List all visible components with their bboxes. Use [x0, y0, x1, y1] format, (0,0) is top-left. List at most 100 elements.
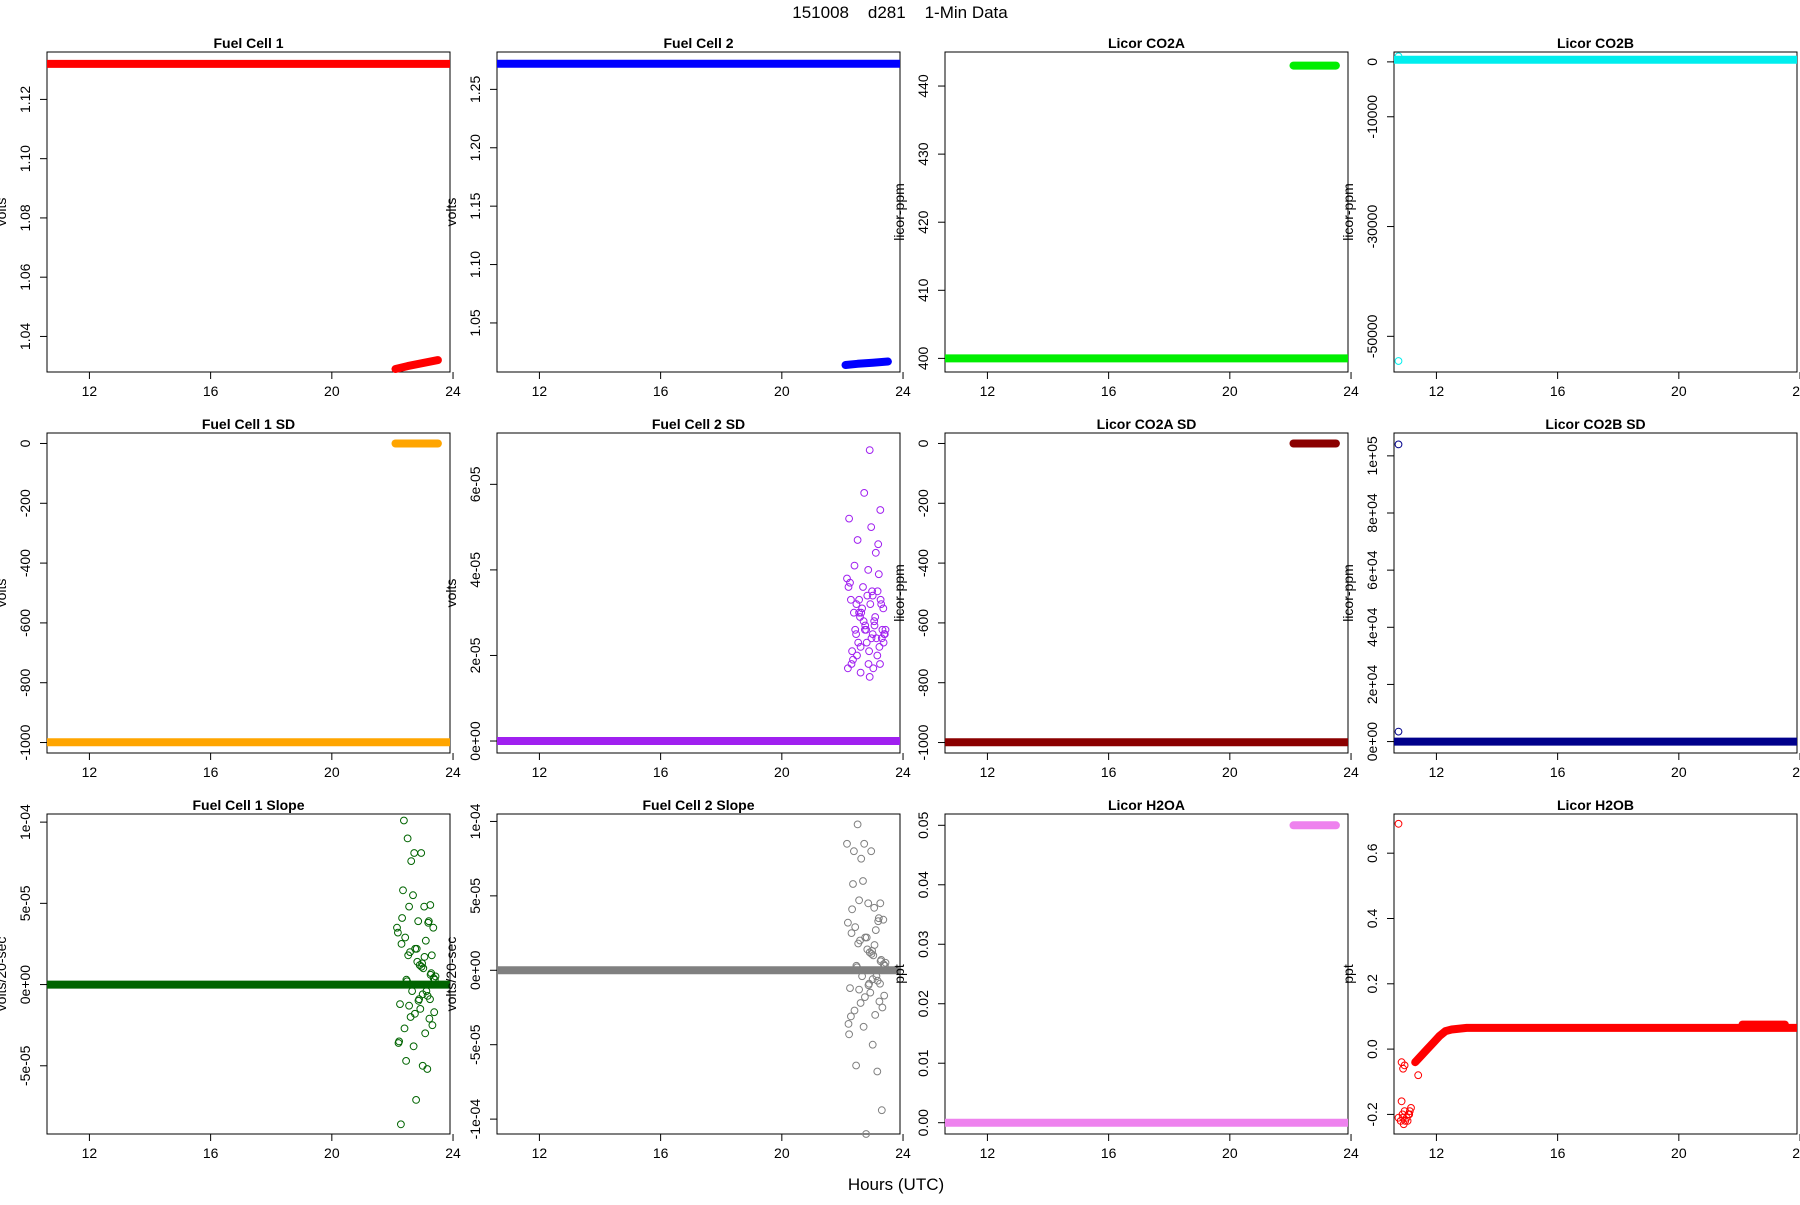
data-point: [1394, 357, 1403, 365]
y-tick-label: 0e+00: [17, 965, 33, 1005]
x-tick-label: 12: [532, 383, 548, 399]
x-tick-label: 12: [980, 383, 996, 399]
data-point: [850, 561, 859, 570]
x-tick-label: 24: [1343, 1145, 1359, 1161]
data-point: [409, 1042, 418, 1051]
y-tick-label: 5e-05: [467, 878, 483, 914]
y-tick-label: 1e+05: [1364, 436, 1380, 476]
y-tick-label: 440: [915, 74, 931, 98]
data-point: [860, 839, 869, 848]
data-point: [859, 583, 867, 591]
data-point: [863, 591, 872, 600]
y-axis-label: volts: [0, 579, 9, 608]
data-point: [850, 1006, 859, 1015]
y-tick-label: 0: [17, 439, 33, 447]
data-point: [864, 981, 873, 990]
x-tick-label: 12: [82, 383, 98, 399]
data-point: [402, 1057, 411, 1065]
x-tick-label: 16: [203, 1145, 219, 1161]
data-point: [396, 1000, 404, 1008]
data-point: [397, 1120, 405, 1129]
panel-title: Licor CO2B: [1557, 35, 1634, 51]
y-tick-label: 2e-05: [467, 637, 483, 673]
y-tick-label: 4e-05: [467, 552, 483, 588]
chart-panel: Licor CO2B SD licor-ppm 12 16 20 24 0e+00 2e+04…: [1340, 416, 1800, 780]
x-tick-label: 24: [445, 764, 461, 780]
x-tick-label: 12: [532, 1145, 548, 1161]
x-tick-label: 20: [324, 1145, 340, 1161]
data-point: [394, 1039, 403, 1047]
panels: Fuel Cell 1 volts 12 16 20 24 1.04 1.06 1.08 1.10…: [0, 35, 1800, 1161]
x-tick-label: 12: [82, 764, 98, 780]
data-point: [408, 987, 417, 995]
x-tick-label: 12: [1429, 1145, 1445, 1161]
data-point: [856, 999, 865, 1007]
y-tick-label: 0: [915, 439, 931, 447]
y-tick-label: -200: [915, 489, 931, 517]
y-tick-label: 400: [915, 346, 931, 370]
data-point: [847, 660, 856, 668]
plot-frame: [496, 51, 901, 373]
data-point: [877, 1106, 886, 1115]
y-tick-label: -800: [915, 669, 931, 697]
data-point: [864, 566, 873, 574]
y-tick-label: 0.00: [915, 1109, 931, 1136]
y-tick-label: 0.0: [1364, 1039, 1380, 1059]
data-point: [871, 1011, 880, 1019]
data-layer: [945, 439, 1348, 747]
y-axis-label: volts/20-sec: [443, 937, 459, 1012]
plot-frame: [46, 813, 451, 1135]
x-tick-label: 16: [203, 383, 219, 399]
x-tick-label: 12: [980, 764, 996, 780]
data-point: [869, 951, 878, 960]
y-tick-label: 0.4: [1364, 909, 1380, 929]
x-tick-label: 20: [324, 764, 340, 780]
x-tick-label: 12: [82, 1145, 98, 1161]
data-point: [875, 997, 884, 1006]
data-point: [854, 638, 863, 647]
data-point: [849, 880, 857, 888]
y-tick-label: 0.01: [915, 1049, 931, 1076]
data-point: [871, 613, 880, 621]
data-point: [1394, 819, 1403, 828]
x-tick-label: 16: [1550, 1145, 1566, 1161]
x-tick-label: 24: [1792, 764, 1800, 780]
data-point: [879, 638, 888, 647]
data-point: [850, 847, 858, 856]
data-point: [421, 1029, 430, 1038]
data-point: [844, 664, 852, 673]
data-point: [864, 899, 873, 908]
data-point: [846, 578, 854, 587]
y-axis-label: volts/20-sec: [0, 937, 9, 1012]
y-tick-label: 2e+04: [1364, 665, 1380, 705]
x-tick-label: 16: [1550, 764, 1566, 780]
y-tick-label: -1000: [17, 724, 33, 760]
plot-frame: [944, 432, 1349, 754]
data-point: [1394, 727, 1403, 736]
data-point: [862, 933, 871, 942]
figure-xlabel: Hours (UTC): [848, 1175, 944, 1194]
x-tick-label: 12: [1429, 383, 1445, 399]
y-tick-label: 1.10: [467, 251, 483, 278]
data-point: [855, 985, 863, 994]
x-tick-label: 20: [324, 383, 340, 399]
data-band: [1411, 1023, 1797, 1067]
data-point: [870, 903, 879, 912]
data-point: [879, 604, 888, 613]
data-point: [871, 548, 880, 557]
x-tick-label: 16: [653, 1145, 669, 1161]
data-point: [421, 936, 430, 945]
data-point: [870, 617, 879, 626]
x-tick-label: 20: [1222, 383, 1238, 399]
data-point: [401, 933, 410, 942]
x-tick-label: 16: [1101, 383, 1117, 399]
y-tick-label: 6e+04: [1364, 550, 1380, 590]
y-tick-label: 0.6: [1364, 843, 1380, 863]
data-point: [877, 600, 886, 608]
data-point: [867, 634, 876, 643]
y-tick-label: 0e+00: [467, 950, 483, 990]
plot-frame: [944, 51, 1349, 373]
data-point: [850, 608, 858, 617]
